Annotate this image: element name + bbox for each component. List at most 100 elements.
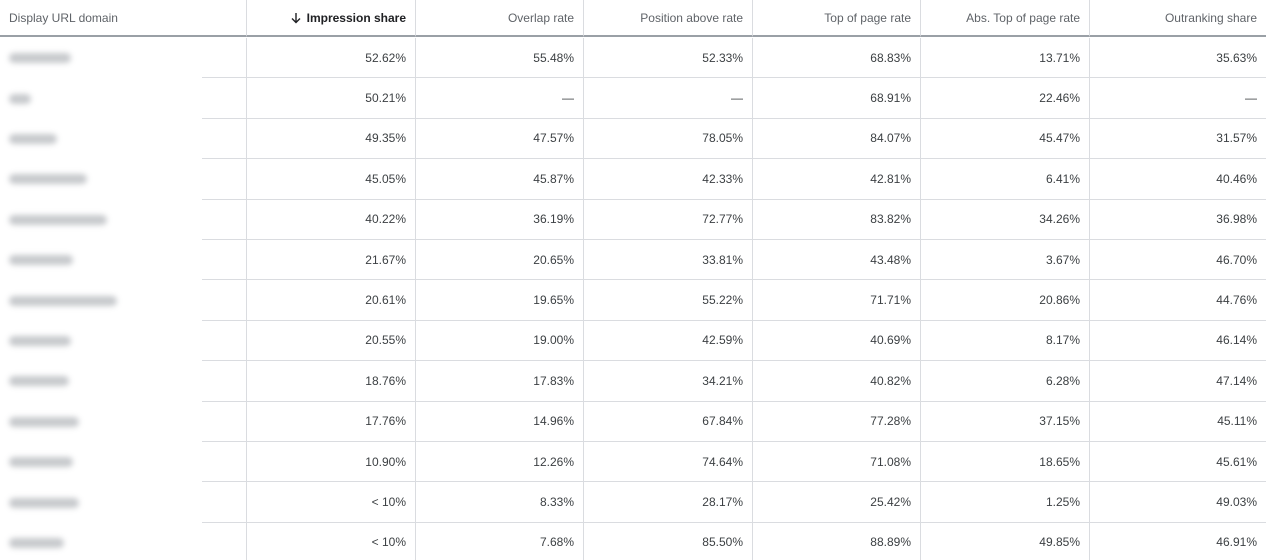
domain-cell [0, 38, 246, 79]
domain-cell [0, 442, 246, 483]
header-text: Impression share [306, 10, 406, 25]
redacted-domain [9, 53, 71, 64]
header-text: Display URL domain [9, 10, 118, 25]
value-cell: 40.69% [752, 320, 920, 362]
redacted-domain [9, 457, 73, 468]
header-text: Position above rate [640, 10, 743, 25]
value-cell: 7.68% [415, 522, 583, 560]
value-cell: 83.82% [752, 199, 920, 240]
value-cell: 68.83% [752, 38, 920, 79]
column-header[interactable]: Abs. Top of page rate [920, 0, 1089, 37]
value-cell: < 10% [246, 522, 415, 560]
value-cell: 37.15% [920, 401, 1089, 442]
value-cell: 20.61% [246, 280, 415, 321]
redacted-domain [9, 497, 79, 508]
value-cell: 28.17% [583, 482, 752, 523]
value-cell: 18.65% [920, 442, 1089, 483]
header-text: Top of page rate [824, 10, 911, 25]
redacted-domain [9, 133, 57, 144]
value-cell: 18.76% [246, 361, 415, 402]
value-cell: 40.46% [1089, 159, 1266, 200]
value-cell: — [1089, 78, 1266, 119]
header-text: Outranking share [1164, 10, 1257, 25]
column-header[interactable]: Impression share [246, 0, 415, 37]
value-cell: 52.62% [246, 38, 415, 79]
value-cell: 67.84% [583, 401, 752, 442]
column-header[interactable]: Display URL domain [0, 0, 246, 37]
value-cell: 45.61% [1089, 442, 1266, 483]
value-cell: 31.57% [1089, 118, 1266, 160]
redacted-domain [9, 416, 79, 427]
value-cell: 21.67% [246, 240, 415, 281]
value-cell: 44.76% [1089, 280, 1266, 321]
value-cell: 45.47% [920, 118, 1089, 160]
value-cell: 43.48% [752, 240, 920, 281]
value-cell: 6.28% [920, 361, 1089, 402]
value-cell: 45.11% [1089, 401, 1266, 442]
value-cell: < 10% [246, 482, 415, 523]
value-cell: 49.03% [1089, 482, 1266, 523]
value-cell: 20.55% [246, 320, 415, 362]
value-cell: 49.35% [246, 118, 415, 160]
value-cell: 46.70% [1089, 240, 1266, 281]
value-cell: 36.98% [1089, 199, 1266, 240]
value-cell: 19.00% [415, 320, 583, 362]
redacted-domain [9, 174, 87, 185]
value-cell: 19.65% [415, 280, 583, 321]
column-header[interactable]: Outranking share [1089, 0, 1266, 37]
value-cell: 13.71% [920, 38, 1089, 79]
value-cell: 55.22% [583, 280, 752, 321]
value-cell: 52.33% [583, 38, 752, 79]
value-cell: 25.42% [752, 482, 920, 523]
header-text: Abs. Top of page rate [966, 10, 1080, 25]
value-cell: 49.85% [920, 522, 1089, 560]
domain-cell [0, 119, 246, 160]
value-cell: 8.17% [920, 320, 1089, 362]
value-cell: 1.25% [920, 482, 1089, 523]
value-cell: 8.33% [415, 482, 583, 523]
value-cell: 42.59% [583, 320, 752, 362]
value-cell: 36.19% [415, 199, 583, 240]
value-cell: 17.83% [415, 361, 583, 402]
value-cell: 40.82% [752, 361, 920, 402]
value-cell: 71.08% [752, 442, 920, 483]
value-cell: 46.14% [1089, 320, 1266, 362]
redacted-domain [9, 93, 31, 104]
value-cell: 42.81% [752, 159, 920, 200]
domain-cell [0, 200, 246, 241]
value-cell: 84.07% [752, 118, 920, 160]
value-cell: 42.33% [583, 159, 752, 200]
sort-arrow [291, 12, 301, 23]
value-cell: 20.65% [415, 240, 583, 281]
redacted-domain [9, 376, 69, 387]
value-cell: 34.21% [583, 361, 752, 402]
column-header[interactable]: Position above rate [583, 0, 752, 37]
value-cell: 46.91% [1089, 522, 1266, 560]
value-cell: 72.77% [583, 199, 752, 240]
redacted-domain [9, 255, 73, 266]
value-cell: 85.50% [583, 522, 752, 560]
value-cell: 14.96% [415, 401, 583, 442]
value-cell: 77.28% [752, 401, 920, 442]
value-cell: 40.22% [246, 199, 415, 240]
redacted-domain [9, 537, 64, 548]
value-cell: 47.14% [1089, 361, 1266, 402]
column-header[interactable]: Top of page rate [752, 0, 920, 37]
value-cell: 20.86% [920, 280, 1089, 321]
value-cell: 6.41% [920, 159, 1089, 200]
domain-cell [0, 159, 246, 200]
domain-cell [0, 482, 246, 524]
column-header[interactable]: Overlap rate [415, 0, 583, 37]
domain-cell [0, 402, 246, 443]
domain-cell [0, 321, 246, 362]
value-cell: 88.89% [752, 522, 920, 560]
domain-cell [0, 361, 246, 402]
value-cell: 71.71% [752, 280, 920, 321]
value-cell: 34.26% [920, 199, 1089, 240]
value-cell: 74.64% [583, 442, 752, 483]
value-cell: — [415, 78, 583, 119]
redacted-domain [9, 295, 117, 306]
value-cell: 78.05% [583, 118, 752, 160]
value-cell: 35.63% [1089, 38, 1266, 79]
